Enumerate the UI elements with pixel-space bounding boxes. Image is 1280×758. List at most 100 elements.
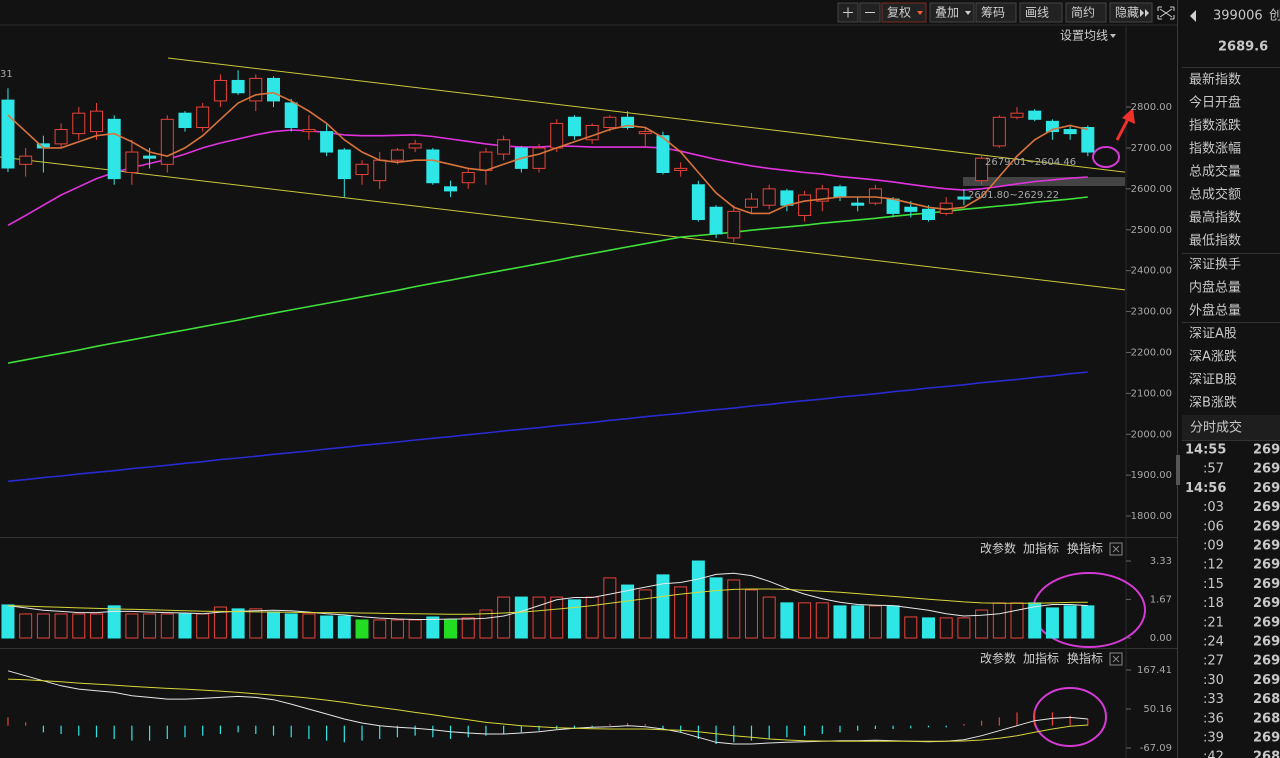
dropdown-caret <box>1110 34 1116 38</box>
volume-bar <box>1045 607 1059 639</box>
trade-price: 2689 <box>1253 711 1280 726</box>
field-label: 最高指数 <box>1189 210 1241 226</box>
candle-body <box>373 159 387 182</box>
indicator-button[interactable]: 改参数 <box>980 651 1016 666</box>
field-label: 最新指数 <box>1189 72 1241 88</box>
indicator-button[interactable]: 换指标 <box>1067 541 1103 556</box>
volume-bar <box>744 589 758 639</box>
volume-bar <box>373 619 387 639</box>
volume-bar <box>762 596 776 639</box>
volume-bar <box>691 560 705 639</box>
candle-body <box>957 196 971 200</box>
trade-price: 2690 <box>1253 577 1280 592</box>
trade-price: 2690 <box>1253 481 1280 496</box>
field-label: 指数涨跌 <box>1189 118 1241 134</box>
trade-price: 2690 <box>1253 615 1280 630</box>
volume-bar <box>585 596 599 639</box>
volume-bar <box>337 615 351 639</box>
candle-body <box>886 198 900 214</box>
trade-time: :21 <box>1203 615 1224 630</box>
highlight-circle <box>1092 146 1120 168</box>
toolbar-button-label[interactable]: 简约 <box>1071 5 1095 20</box>
toolbar-button-label[interactable]: 画线 <box>1025 6 1049 20</box>
range-band <box>963 177 1125 186</box>
fullscreen-icon[interactable] <box>1157 6 1175 20</box>
volume-bar <box>1063 605 1077 639</box>
field-label: 深证换手 <box>1189 258 1241 273</box>
trade-time: :30 <box>1203 673 1224 688</box>
y-tick-label: 2600.00 <box>1131 184 1172 195</box>
indicator-line <box>7 572 1088 620</box>
toolbar-button[interactable] <box>1109 2 1153 23</box>
volume-bar <box>160 613 174 639</box>
candle-body <box>213 79 227 102</box>
minus-button[interactable] <box>859 2 881 23</box>
volume-bar <box>727 579 741 639</box>
candle-body <box>1081 127 1095 153</box>
arrow-head <box>1122 108 1135 124</box>
candle-body <box>497 139 511 155</box>
indicator-button[interactable]: 加指标 <box>1023 541 1059 556</box>
field-label: 最低指数 <box>1189 234 1241 249</box>
volume-bar <box>426 616 440 639</box>
trade-time: 14:55 <box>1185 443 1226 458</box>
indicator-button[interactable]: 改参数 <box>980 541 1016 556</box>
volume-bar <box>1 604 15 639</box>
splitter-handle[interactable] <box>1176 455 1180 485</box>
candle-body <box>1063 129 1077 135</box>
close-button[interactable] <box>1109 542 1123 556</box>
volume-bar <box>213 606 227 639</box>
trade-price: 2690 <box>1253 539 1280 554</box>
toolbar-button[interactable] <box>975 2 1017 23</box>
trade-time: :24 <box>1203 635 1224 650</box>
indicator-button[interactable]: 换指标 <box>1067 651 1103 666</box>
indicator-line <box>7 196 1088 364</box>
candle-body <box>408 143 422 149</box>
volume-bar <box>143 613 157 639</box>
candle-body <box>1 99 15 169</box>
y-tick-label: 1.67 <box>1150 594 1172 605</box>
candle-body <box>621 116 635 129</box>
candle-body <box>196 106 210 129</box>
candle-body <box>922 208 936 221</box>
volume-bar <box>709 577 723 639</box>
candle-body <box>54 129 68 145</box>
ma-settings[interactable]: 设置均线 <box>1060 29 1108 43</box>
candle-body <box>1045 120 1059 133</box>
toolbar-button-label[interactable]: 复权 <box>887 6 911 20</box>
y-tick-label: 3.33 <box>1150 556 1172 567</box>
close-icon <box>1112 545 1120 553</box>
annotation: 31 <box>0 69 13 80</box>
close-button[interactable] <box>1109 652 1123 666</box>
candle-body <box>444 186 458 192</box>
indicator-button[interactable]: 加指标 <box>1023 651 1059 666</box>
toolbar-button-label[interactable]: 隐藏 <box>1115 6 1139 20</box>
toolbar-button[interactable] <box>1065 2 1107 23</box>
volume-bar <box>621 584 635 639</box>
candle-body <box>302 129 316 133</box>
volume-bar <box>19 613 33 639</box>
volume-bar <box>72 613 86 639</box>
candle-body <box>284 102 298 128</box>
toolbar-button[interactable] <box>1019 2 1063 23</box>
trade-time: :36 <box>1203 711 1224 726</box>
candle-body <box>833 186 847 198</box>
volume-bar <box>267 611 281 639</box>
candle-body <box>603 116 617 129</box>
toolbar-button[interactable] <box>929 2 975 23</box>
trade-time: :06 <box>1203 519 1224 534</box>
candle-body <box>231 79 245 94</box>
volume-bar <box>833 605 847 639</box>
toolbar-button-label[interactable]: 叠加 <box>935 6 959 20</box>
indicator-line <box>7 678 1088 742</box>
toolbar-button[interactable] <box>881 2 927 23</box>
volume-bar <box>567 599 581 639</box>
red-arrow <box>1115 108 1135 141</box>
volume-bar <box>89 613 103 639</box>
prev-icon[interactable] <box>1190 10 1196 22</box>
candle-body <box>178 112 192 128</box>
toolbar-button-label[interactable]: 筹码 <box>981 6 1005 20</box>
plus-button[interactable] <box>837 2 859 23</box>
field-label: 深证A股 <box>1189 327 1237 342</box>
